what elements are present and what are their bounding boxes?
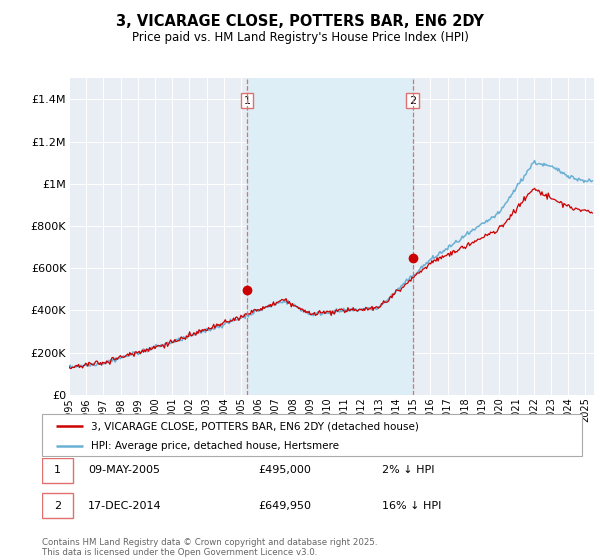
Bar xyxy=(247,78,413,395)
Text: 2: 2 xyxy=(409,96,416,105)
Text: 1: 1 xyxy=(244,96,251,105)
Text: Contains HM Land Registry data © Crown copyright and database right 2025.
This d: Contains HM Land Registry data © Crown c… xyxy=(42,538,377,557)
Text: 2% ↓ HPI: 2% ↓ HPI xyxy=(382,465,434,475)
Text: HPI: Average price, detached house, Hertsmere: HPI: Average price, detached house, Hert… xyxy=(91,441,338,451)
Text: 3, VICARAGE CLOSE, POTTERS BAR, EN6 2DY: 3, VICARAGE CLOSE, POTTERS BAR, EN6 2DY xyxy=(116,14,484,29)
Text: 17-DEC-2014: 17-DEC-2014 xyxy=(88,501,161,511)
Text: 1: 1 xyxy=(54,465,61,475)
FancyBboxPatch shape xyxy=(42,493,73,519)
Text: £649,950: £649,950 xyxy=(258,501,311,511)
Text: 3, VICARAGE CLOSE, POTTERS BAR, EN6 2DY (detached house): 3, VICARAGE CLOSE, POTTERS BAR, EN6 2DY … xyxy=(91,421,418,431)
Text: Price paid vs. HM Land Registry's House Price Index (HPI): Price paid vs. HM Land Registry's House … xyxy=(131,31,469,44)
Text: £495,000: £495,000 xyxy=(258,465,311,475)
Text: 2: 2 xyxy=(54,501,61,511)
Text: 16% ↓ HPI: 16% ↓ HPI xyxy=(382,501,442,511)
FancyBboxPatch shape xyxy=(42,458,73,483)
Text: 09-MAY-2005: 09-MAY-2005 xyxy=(88,465,160,475)
FancyBboxPatch shape xyxy=(42,414,582,456)
